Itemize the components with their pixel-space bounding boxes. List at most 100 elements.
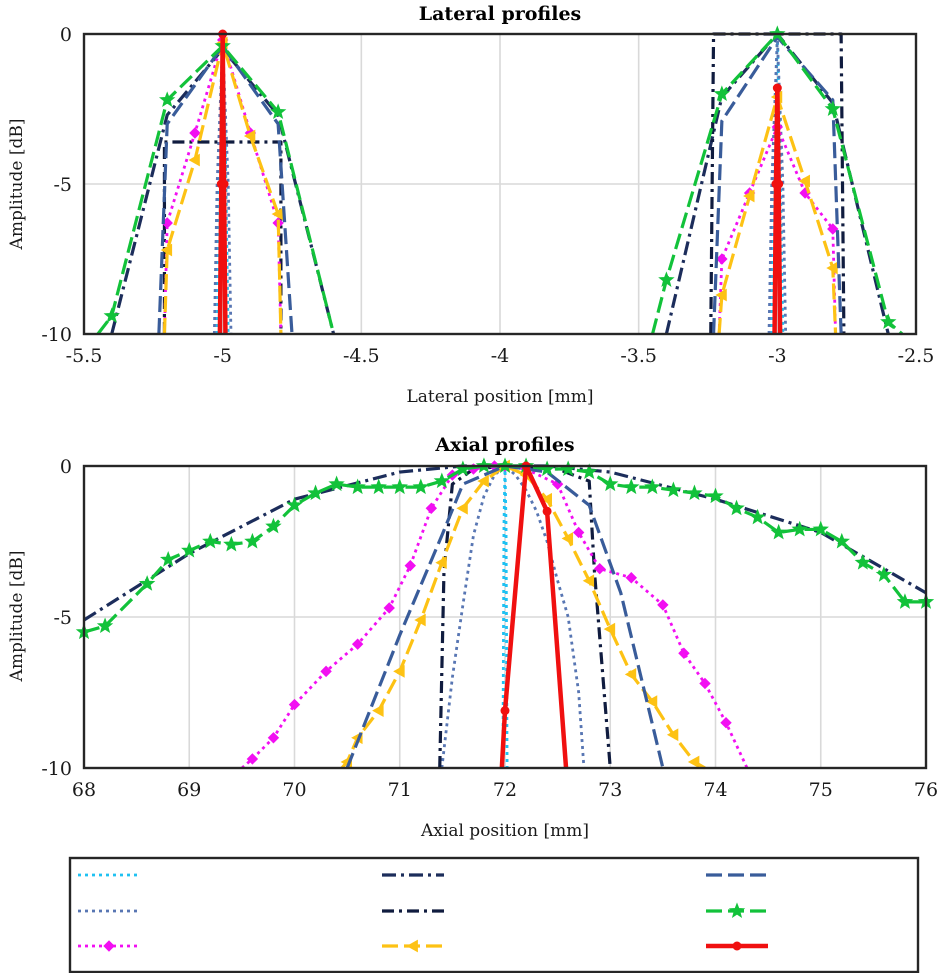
axial-point-s6	[456, 501, 468, 515]
axial-point-s9	[500, 706, 510, 716]
axial-x-tick-label: 73	[598, 779, 622, 801]
axial-point-s6	[687, 755, 700, 769]
axial-y-tick-label: 0	[60, 456, 72, 478]
axial-point-s5	[699, 677, 711, 690]
axial-point-s8	[812, 520, 829, 537]
lateral-point-s9	[774, 179, 784, 189]
axial-point-s5	[425, 502, 438, 514]
axial-point-s8	[896, 593, 914, 609]
axial-x-tick-label: 76	[914, 779, 938, 801]
lateral-x-tick-label: -3.5	[620, 345, 657, 367]
legend-entry-s5	[78, 940, 140, 952]
lateral-point-s6	[798, 174, 810, 188]
axial-series-s2	[83, 464, 927, 622]
lateral-point-s5	[827, 223, 839, 235]
axial-series-s5	[240, 460, 749, 770]
lateral-point-s6	[188, 153, 200, 167]
lateral-point-s6	[160, 243, 173, 257]
lateral-x-tick-label: -4	[491, 345, 510, 367]
axial-series-group	[75, 457, 935, 770]
axial-series-s4	[438, 464, 612, 769]
axial-point-s5	[383, 602, 395, 614]
axial-chart-title: Axial profiles	[434, 434, 574, 456]
lateral-series-s3	[212, 35, 788, 335]
axial-point-s8	[833, 532, 850, 549]
axial-point-s6	[561, 532, 574, 545]
axial-point-s5	[657, 599, 669, 611]
lateral-point-s6	[243, 129, 256, 143]
legend-swatch-marker	[728, 902, 746, 918]
axial-point-s8	[265, 517, 282, 534]
axial-point-s8	[307, 484, 324, 501]
axial-point-s8	[412, 478, 429, 495]
lateral-point-s9	[219, 179, 229, 189]
axial-point-s8	[202, 532, 219, 549]
axial-point-s5	[720, 716, 732, 729]
axial-point-s8	[686, 484, 703, 501]
lateral-point-s8	[269, 103, 287, 119]
axial-point-s8	[349, 478, 366, 495]
axial-point-s6	[603, 622, 616, 636]
lateral-point-s5	[189, 127, 201, 139]
axial-point-s5	[625, 572, 638, 584]
lateral-y-tick-label: 0	[60, 24, 72, 46]
axial-point-s8	[581, 463, 598, 480]
axial-x-tick-label: 69	[177, 779, 201, 801]
lateral-point-s8	[824, 100, 841, 116]
axial-profiles-panel: Axial profiles Amplitude [dB] Axial posi…	[7, 434, 938, 841]
lateral-point-s5	[716, 253, 728, 265]
lateral-y-tick-label: -5	[53, 174, 72, 196]
axial-point-s8	[96, 617, 114, 634]
axial-x-tick-label: 75	[809, 779, 833, 801]
axial-y-tick-label: -5	[53, 607, 72, 629]
axial-point-s8	[791, 520, 808, 537]
legend-swatch-marker	[406, 939, 418, 953]
axial-point-s8	[370, 478, 387, 495]
axial-point-s8	[665, 481, 682, 498]
lateral-point-s6	[743, 189, 755, 203]
legend	[68, 856, 920, 973]
axial-point-s8	[433, 472, 451, 489]
lateral-profiles-panel: Lateral profiles Amplitude [dB] Lateral …	[7, 3, 934, 407]
axial-point-s5	[246, 753, 259, 765]
legend-entries	[78, 873, 768, 953]
axial-x-tick-label: 72	[493, 779, 517, 801]
axial-point-s8	[602, 475, 619, 492]
axial-point-s8	[770, 523, 787, 540]
lateral-grid	[84, 34, 916, 334]
axial-x-tick-label: 74	[703, 779, 727, 801]
axial-plot-frame	[82, 464, 928, 770]
axial-point-s8	[244, 532, 261, 549]
legend-entry-s8	[706, 902, 768, 918]
axial-point-s6	[624, 668, 637, 681]
axial-x-tick-label: 70	[282, 779, 306, 801]
axial-point-s8	[749, 508, 766, 525]
axial-point-s6	[540, 492, 552, 506]
axial-x-tick-label: 71	[388, 779, 412, 801]
axial-point-s6	[435, 556, 447, 569]
axial-point-s8	[728, 499, 745, 516]
axial-point-s8	[854, 554, 872, 570]
axial-y-tick-label: -10	[41, 758, 72, 780]
lateral-plot-frame	[82, 32, 918, 336]
lateral-x-tick-label: -5	[213, 345, 232, 367]
axial-point-s9	[542, 506, 552, 516]
lateral-point-s8	[159, 91, 176, 107]
axial-point-s6	[477, 474, 489, 488]
axial-point-s8	[391, 478, 408, 495]
axial-point-s5	[594, 562, 606, 575]
axial-x-tick-label: 68	[72, 779, 96, 801]
axial-point-s8	[707, 487, 724, 504]
lateral-point-s9	[772, 83, 782, 93]
legend-entry-s9	[706, 941, 768, 951]
lateral-y-tick-label: -10	[41, 324, 72, 346]
axial-point-s8	[223, 535, 240, 552]
legend-entry-s6	[382, 939, 444, 953]
lateral-tick-labels: -5.5 -5 -4.5 -4 -3.5 -3 -2.5 0 -5 -10	[41, 24, 934, 367]
lateral-x-axis-label: Lateral position [mm]	[406, 387, 593, 407]
axial-point-s6	[582, 574, 595, 588]
axial-point-s6	[393, 665, 405, 678]
axial-line-s5	[240, 464, 749, 770]
axial-point-s5	[320, 665, 332, 678]
axial-point-s8	[538, 460, 556, 476]
